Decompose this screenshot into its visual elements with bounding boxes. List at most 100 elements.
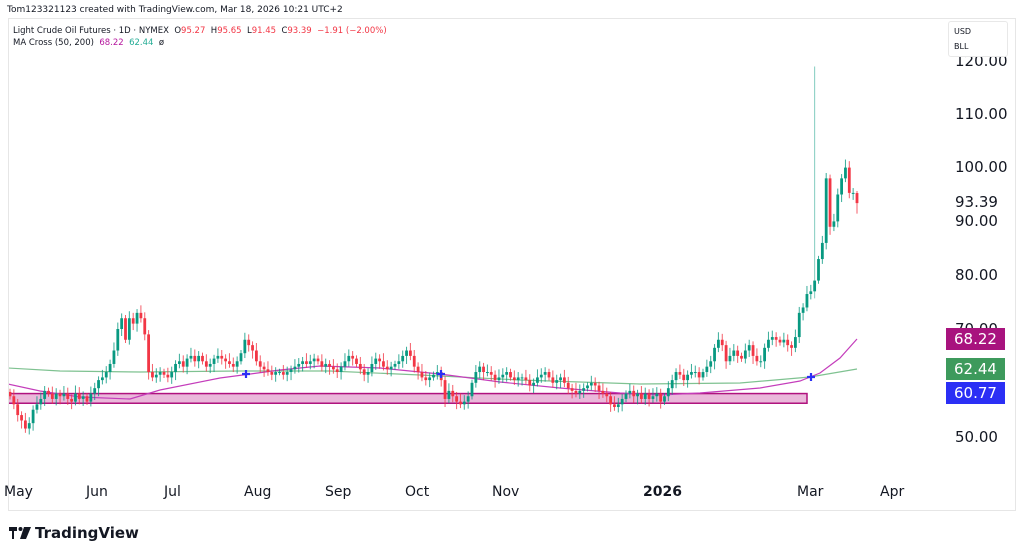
candle-body [382, 361, 385, 367]
chart-credit: Tom123321123 created with TradingView.co… [7, 5, 343, 15]
time-tick-label: 2026 [643, 484, 682, 500]
candle-body [693, 372, 697, 374]
time-tick-label: Jul [164, 484, 181, 500]
candle-body [351, 355, 355, 359]
candle-body [332, 366, 335, 370]
symbol-title[interactable]: Light Crude Oil Futures · 1D · NYMEX [13, 26, 169, 36]
change-value: −1.91 (−2.00%) [317, 26, 387, 36]
candle-body [378, 358, 381, 362]
candle-body [686, 374, 689, 381]
candle-body [255, 350, 258, 362]
candle-body [274, 372, 278, 375]
candle-body [124, 318, 127, 340]
candle-body [185, 358, 189, 367]
candle-body [651, 396, 655, 399]
candle-body [701, 372, 705, 378]
time-tick-label: Mar [797, 484, 824, 500]
candle-body [813, 280, 817, 292]
price-tick-label: 90.00 [955, 212, 998, 230]
candle-body [112, 350, 116, 364]
candle-body [632, 390, 636, 397]
candle-body [162, 372, 166, 375]
currency-unit-box[interactable]: USD BLL [948, 21, 1008, 57]
tradingview-logo-icon [9, 527, 31, 539]
candle-body [289, 369, 293, 373]
candle-body [355, 358, 358, 364]
candle-body [809, 291, 813, 295]
candle-body [301, 361, 304, 364]
candle-body [547, 372, 551, 378]
ma-cross-marker-icon [242, 370, 250, 378]
candle-body [397, 361, 401, 364]
candle-body [593, 382, 597, 386]
candle-body [93, 388, 97, 394]
candle-body [228, 361, 231, 364]
candle-body [170, 372, 174, 378]
candle-body [220, 355, 224, 359]
open-value: 95.27 [181, 26, 206, 36]
price-badge: 68.22 [946, 328, 1005, 350]
candle-body [759, 361, 763, 363]
candle-body [678, 372, 682, 375]
candle-body [470, 382, 474, 397]
candle-body [428, 377, 432, 381]
ma-slow-value: 62.44 [129, 38, 154, 48]
open-label: O [174, 26, 182, 36]
candle-body [447, 390, 451, 399]
candle-body [582, 388, 586, 391]
tradingview-logo[interactable]: TradingView [9, 524, 139, 542]
indicator-title[interactable]: MA Cross (50, 200) [13, 38, 94, 48]
candle-body [778, 339, 782, 343]
candle-body [393, 363, 397, 367]
candle-body [178, 361, 181, 364]
candle-body [166, 374, 170, 378]
candle-body [647, 393, 651, 399]
candle-body [782, 339, 786, 343]
price-badge: 60.77 [946, 382, 1005, 404]
candle-body [717, 339, 720, 348]
high-value: 95.65 [217, 26, 242, 36]
time-tick-label: Apr [880, 484, 905, 500]
candle-body [389, 366, 393, 370]
symbol-line: Light Crude Oil Futures · 1D · NYMEX O95… [13, 25, 387, 37]
candle-body [362, 369, 366, 375]
candle-body [412, 355, 416, 367]
candle-body [416, 366, 420, 373]
candle-body [104, 372, 108, 378]
time-tick-label: May [4, 484, 33, 500]
candle-body [736, 350, 740, 356]
candle-body [486, 372, 489, 374]
unit-label: BLL [954, 42, 969, 51]
candle-body [512, 377, 516, 381]
chart-frame [8, 18, 1016, 511]
candle-body [786, 339, 790, 346]
candle-body [478, 366, 482, 373]
candle-body [385, 366, 389, 370]
candle-body [501, 374, 505, 378]
candle-body [97, 380, 100, 389]
candle-body [54, 393, 58, 399]
candle-body [824, 178, 828, 243]
candle-body [101, 377, 104, 381]
candle-body [655, 393, 659, 397]
candle-body [493, 374, 497, 381]
candle-body [251, 345, 254, 351]
candle-body [9, 391, 12, 397]
candle-body [640, 393, 643, 399]
candle-body [817, 259, 820, 281]
candle-body [189, 355, 193, 359]
candle-body [405, 350, 408, 356]
candle-body [751, 345, 755, 356]
close-value: 93.39 [287, 26, 312, 36]
ma-200-line [9, 367, 858, 385]
last-price-label: 93.39 [955, 193, 998, 211]
candle-body [201, 355, 204, 362]
ma-50-line [9, 338, 858, 400]
candle-body [462, 401, 466, 405]
candle-body [770, 337, 774, 340]
candle-body [613, 404, 616, 408]
candle-body [620, 398, 624, 405]
candle-body [181, 361, 185, 367]
candle-body [459, 401, 462, 405]
